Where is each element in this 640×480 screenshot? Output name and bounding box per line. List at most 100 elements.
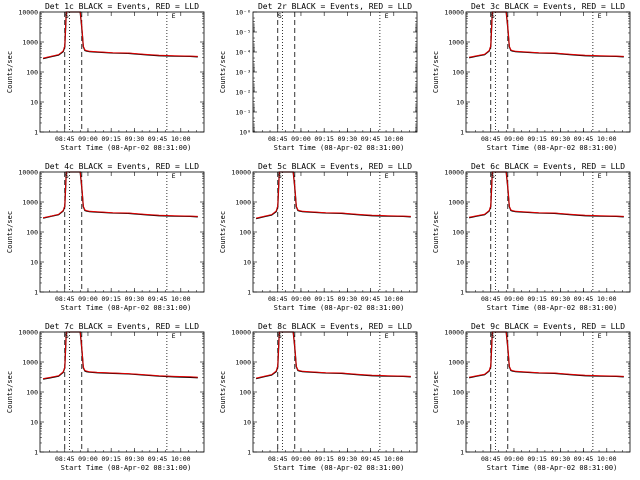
y-tick-label: 1: [34, 448, 38, 456]
x-tick-label: 08:45: [481, 455, 501, 463]
panel-det-9: Det 9c BLACK = Events, RED = LLD 1 10 100 10…: [426, 320, 639, 480]
x-axis-label: Start Time (08-Apr-02 08:31:00): [274, 144, 405, 152]
x-tick-label: 09:15: [314, 135, 334, 143]
series-line-lld: [255, 331, 411, 379]
interval-marker-s: S: [65, 332, 69, 340]
y-axis-label: Counts/sec: [6, 211, 14, 253]
y-tick-label: 1000: [22, 358, 38, 366]
y-tick-label: 10000: [18, 8, 38, 16]
chart-svg: Det 8c BLACK = Events, RED = LLD 1 10 100 10…: [219, 322, 418, 472]
plot-frame: [252, 331, 418, 453]
interval-marker-e: E: [385, 332, 389, 340]
x-tick-label: 09:45: [574, 455, 594, 463]
x-tick-label: 09:15: [101, 135, 121, 143]
y-tick-label: 10000: [444, 8, 464, 16]
x-tick-label: 09:15: [527, 295, 547, 303]
x-axis-label: Start Time (08-Apr-02 08:31:00): [274, 304, 405, 312]
y-tick-label: 10000: [231, 328, 251, 336]
plot-frame: [465, 11, 631, 133]
x-tick-label: 09:00: [78, 455, 98, 463]
panel-det-4: Det 4c BLACK = Events, RED = LLD 1 10 100 10…: [0, 160, 213, 320]
chart-svg: Det 2r BLACK = Events, RED = LLD 10⁰ 10⁻¹ 1…: [219, 2, 418, 152]
chart-svg: Det 5c BLACK = Events, RED = LLD 1 10 100 10…: [219, 162, 418, 312]
y-axis-label: Counts/sec: [6, 371, 14, 413]
x-axis-label: Start Time (08-Apr-02 08:31:00): [61, 304, 192, 312]
x-axis-label: Start Time (08-Apr-02 08:31:00): [274, 464, 405, 472]
x-tick-label: 09:45: [361, 135, 381, 143]
x-tick-label: 09:00: [291, 295, 311, 303]
panel-det-8: Det 8c BLACK = Events, RED = LLD 1 10 100 10…: [213, 320, 426, 480]
y-tick-label: 10: [456, 418, 464, 426]
x-tick-label: 08:45: [268, 135, 288, 143]
x-axis-label: Start Time (08-Apr-02 08:31:00): [61, 464, 192, 472]
plot-frame: [39, 171, 205, 293]
x-tick-label: 10:00: [597, 135, 617, 143]
y-tick-label: 10000: [444, 328, 464, 336]
x-tick-label: 10:00: [597, 295, 617, 303]
chart-title: Det 6c BLACK = Events, RED = LLD: [471, 162, 625, 171]
x-tick-label: 09:45: [361, 455, 381, 463]
x-tick-label: 08:45: [481, 135, 501, 143]
chart-svg: Det 1c BLACK = Events, RED = LLD 1 10 100 10…: [6, 2, 205, 152]
x-tick-label: 09:15: [101, 295, 121, 303]
y-tick-label: 1000: [22, 198, 38, 206]
y-tick-label: 1: [34, 288, 38, 296]
interval-marker-e: E: [385, 172, 389, 180]
interval-marker-e: E: [598, 12, 602, 20]
interval-marker-s: S: [65, 172, 69, 180]
x-tick-label: 08:45: [55, 135, 75, 143]
y-tick-label: 100: [26, 68, 38, 76]
x-tick-label: 08:45: [268, 295, 288, 303]
interval-marker-e: E: [172, 172, 176, 180]
x-tick-label: 10:00: [171, 455, 191, 463]
series-line-lld: [468, 331, 624, 378]
y-axis-label: Counts/sec: [219, 51, 227, 93]
x-tick-label: 09:15: [527, 135, 547, 143]
plot-frame: [39, 331, 205, 453]
chart-svg: Det 3c BLACK = Events, RED = LLD 1 10 100 10…: [432, 2, 631, 152]
interval-marker-s: S: [278, 172, 282, 180]
x-tick-label: 09:00: [78, 135, 98, 143]
x-tick-label: 09:30: [551, 455, 571, 463]
y-tick-label: 100: [26, 388, 38, 396]
y-tick-label: 100: [452, 228, 464, 236]
interval-marker-s: S: [491, 332, 495, 340]
panel-det-3: Det 3c BLACK = Events, RED = LLD 1 10 100 10…: [426, 0, 639, 160]
y-tick-label: 1000: [448, 38, 464, 46]
y-tick-label: 1000: [235, 358, 251, 366]
x-tick-label: 09:45: [574, 295, 594, 303]
y-axis-label: Counts/sec: [219, 211, 227, 253]
y-tick-label: 10: [243, 418, 251, 426]
x-tick-label: 09:45: [361, 295, 381, 303]
plot-frame: [39, 11, 205, 133]
y-tick-label: 10000: [444, 168, 464, 176]
x-tick-label: 09:45: [148, 135, 168, 143]
y-tick-label: 1: [247, 448, 251, 456]
plot-frame: [252, 11, 418, 133]
y-tick-label: 10: [243, 258, 251, 266]
series-line-lld: [468, 171, 624, 218]
chart-title: Det 7c BLACK = Events, RED = LLD: [45, 322, 199, 331]
x-tick-label: 09:30: [338, 135, 358, 143]
x-tick-label: 09:00: [504, 455, 524, 463]
interval-marker-e: E: [172, 332, 176, 340]
y-tick-label: 10: [30, 258, 38, 266]
y-tick-label: 1000: [235, 198, 251, 206]
series-line-lld: [42, 171, 198, 219]
y-tick-label: 10: [456, 258, 464, 266]
y-axis-label: Counts/sec: [432, 51, 440, 93]
y-tick-label: 10000: [231, 168, 251, 176]
y-axis-label: Counts/sec: [432, 211, 440, 253]
y-tick-label: 10⁻⁵: [235, 28, 251, 36]
x-tick-label: 10:00: [171, 295, 191, 303]
y-tick-label: 1: [460, 288, 464, 296]
y-tick-label: 1: [247, 288, 251, 296]
panel-det-5: Det 5c BLACK = Events, RED = LLD 1 10 100 10…: [213, 160, 426, 320]
series-line-lld: [42, 11, 198, 59]
x-tick-label: 09:30: [338, 455, 358, 463]
y-tick-label: 10⁻¹: [235, 108, 251, 116]
series-line-lld: [43, 331, 198, 380]
x-tick-label: 09:30: [125, 135, 145, 143]
x-tick-label: 09:15: [314, 455, 334, 463]
